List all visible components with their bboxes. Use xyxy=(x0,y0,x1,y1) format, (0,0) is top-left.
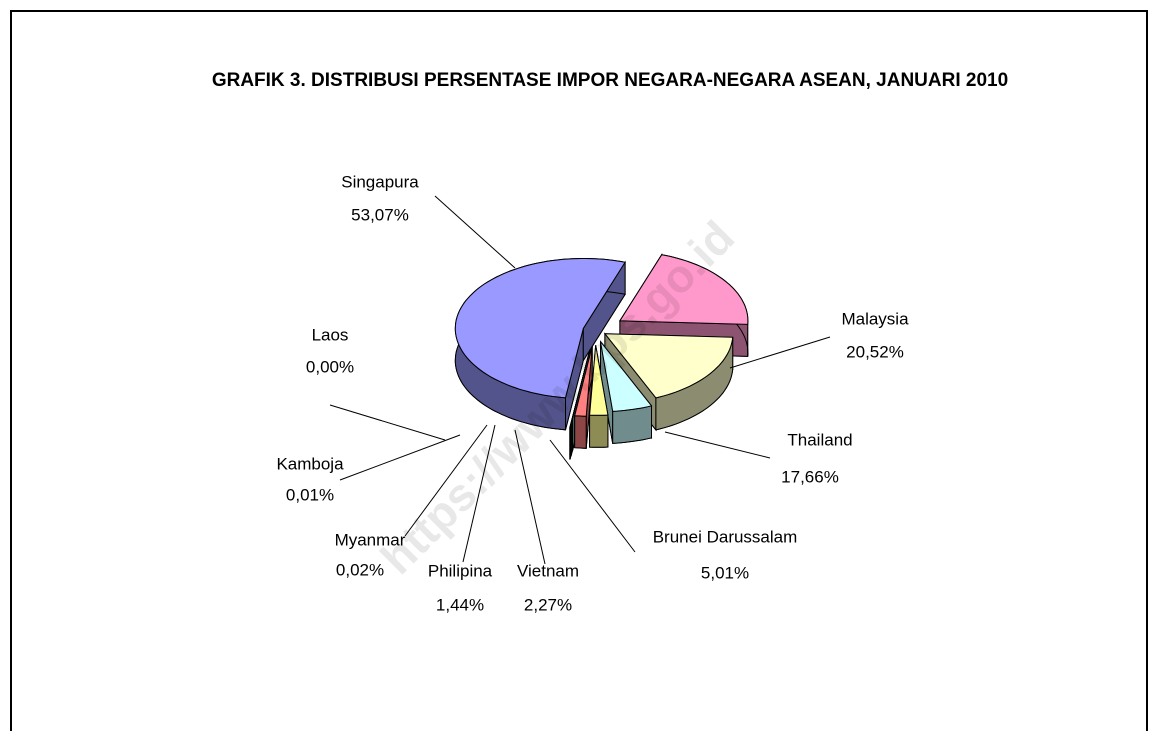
labels: Singapura 53,07% Malaysia 20,52% Thailand 17,… xyxy=(276,172,909,614)
value-label: 17,66% xyxy=(781,467,839,486)
pie-slice xyxy=(454,258,626,431)
leader-line xyxy=(549,439,636,553)
slice-label: Laos xyxy=(312,325,349,344)
leader-line xyxy=(434,195,516,269)
value-label: 53,07% xyxy=(351,205,409,224)
leader-line xyxy=(462,424,496,563)
value-label: 1,44% xyxy=(436,595,484,614)
leader-line xyxy=(329,404,446,441)
slice-top xyxy=(589,345,609,416)
slice-top xyxy=(603,333,734,399)
value-label: 2,27% xyxy=(524,595,572,614)
leader-line xyxy=(339,434,461,481)
slice-label: Philipina xyxy=(428,561,493,580)
slice-top xyxy=(619,254,749,325)
slice-label: Myanmar xyxy=(335,530,406,549)
leader-line xyxy=(514,429,546,565)
slice-top xyxy=(600,341,653,412)
slice-label: Kamboja xyxy=(276,454,344,473)
leader-line xyxy=(404,424,488,537)
leader-line xyxy=(664,431,771,459)
slice-label: Singapura xyxy=(341,172,419,191)
slice-wall xyxy=(574,415,587,449)
pie-slice xyxy=(574,346,593,449)
frame xyxy=(10,10,1148,731)
slice-wall xyxy=(589,414,609,448)
chart-title: GRAFIK 3. DISTRIBUSI PERSENTASE IMPOR NE… xyxy=(211,70,1009,91)
leader-line xyxy=(729,336,831,369)
slice-label: Brunei Darussalam xyxy=(653,527,798,546)
value-label: 0,01% xyxy=(286,485,334,504)
pie-slice xyxy=(589,345,609,448)
slice-top xyxy=(571,349,591,420)
slice-label: Vietnam xyxy=(517,561,579,580)
value-label: 0,02% xyxy=(336,560,384,579)
pie xyxy=(454,252,749,460)
slice-label: Malaysia xyxy=(841,309,909,328)
slice-top xyxy=(454,258,626,399)
pie-slice xyxy=(600,340,653,444)
slice-top xyxy=(574,346,593,417)
value-label: 5,01% xyxy=(701,563,749,582)
value-label: 20,52% xyxy=(846,342,904,361)
slice-label: Thailand xyxy=(787,430,852,449)
value-label: 0,00% xyxy=(306,357,354,376)
